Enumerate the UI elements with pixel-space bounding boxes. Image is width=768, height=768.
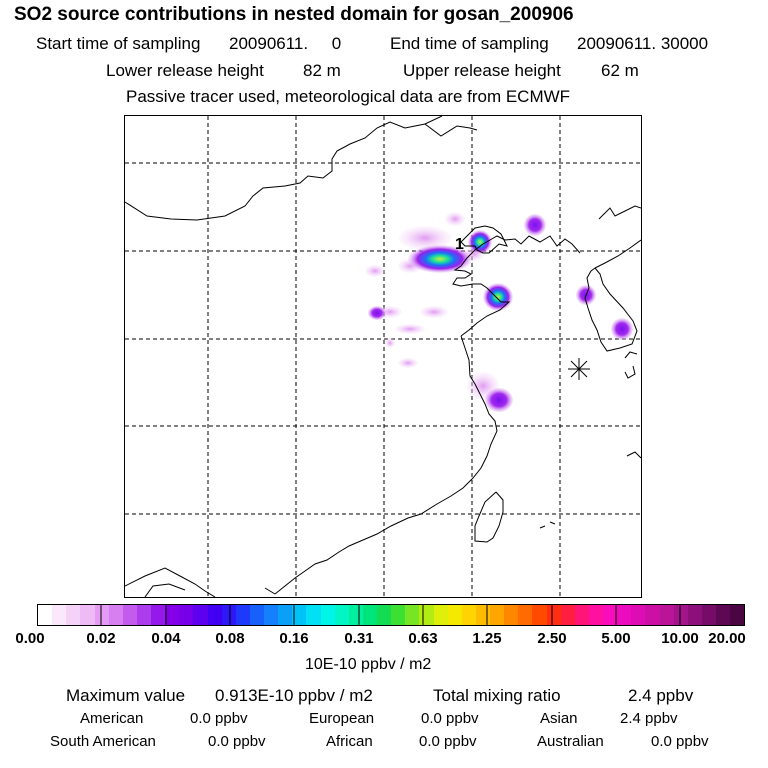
region-asian-value: 2.4 ppbv: [620, 710, 678, 727]
colorbar-swatch: [52, 605, 67, 625]
region-australian-value: 0.0 ppbv: [651, 733, 709, 750]
map-svg: 1: [125, 116, 641, 597]
colorbar-swatch: [475, 605, 490, 625]
colorbar-swatch: [193, 605, 208, 625]
region-european-name: European: [309, 710, 375, 727]
colorbar-swatch: [320, 605, 335, 625]
colorbar-swatch: [461, 605, 476, 625]
coastlines: [125, 116, 641, 597]
region-asian-name: Asian: [540, 710, 578, 727]
colorbar-tick-label: 5.00: [601, 630, 631, 647]
colorbar-swatch: [122, 605, 137, 625]
colorbar-swatch: [179, 605, 194, 625]
colorbar-swatch: [278, 605, 293, 625]
colorbar-swatch: [151, 605, 166, 625]
colorbar-swatch: [221, 605, 236, 625]
release-site-marker: 1: [455, 236, 464, 253]
colorbar-swatch: [504, 605, 519, 625]
colorbar-swatch: [94, 605, 109, 625]
lat-lon-grid: [125, 116, 641, 597]
total-mixing-value: 2.4 ppbv: [628, 686, 694, 705]
colorbar-swatch: [687, 605, 702, 625]
colorbar-swatch: [659, 605, 674, 625]
receptor-star-icon: [568, 358, 590, 380]
colorbar-swatch: [673, 605, 688, 625]
colorbar-swatch: [617, 605, 632, 625]
region-south-american-value: 0.0 ppbv: [208, 733, 266, 750]
total-mixing-label: Total mixing ratio: [433, 686, 561, 705]
colorbar-swatch: [136, 605, 151, 625]
colorbar-tick-label: 0.00: [15, 630, 45, 647]
colorbar-tick-label: 0.02: [86, 630, 116, 647]
colorbar-tick-label: 0.16: [279, 630, 309, 647]
colorbar-swatch: [730, 605, 745, 625]
colorbar: [37, 604, 745, 626]
colorbar-swatch: [532, 605, 547, 625]
region-australian-name: Australian: [537, 733, 604, 750]
colorbar-swatch: [66, 605, 81, 625]
map-plot: 1: [124, 115, 642, 598]
colorbar-swatch: [546, 605, 561, 625]
colorbar-swatch: [716, 605, 731, 625]
end-time-value: 20090611. 30000: [577, 34, 709, 53]
upper-height-value: 62 m: [601, 61, 639, 80]
colorbar-swatch: [306, 605, 321, 625]
colorbar-swatch: [292, 605, 307, 625]
colorbar-ticks: [100, 604, 681, 626]
colorbar-swatch: [405, 605, 420, 625]
colorbar-swatch: [518, 605, 533, 625]
concentration-field: [365, 212, 633, 412]
colorbar-swatch: [433, 605, 448, 625]
end-time-label: End time of sampling: [390, 34, 549, 53]
start-time-label: Start time of sampling: [36, 34, 201, 53]
colorbar-unit: 10E-10 ppbv / m2: [305, 656, 432, 673]
region-african-name: African: [326, 733, 373, 750]
colorbar-swatch: [560, 605, 575, 625]
start-time-value: 20090611. 0: [229, 34, 342, 53]
colorbar-tick-label: 0.31: [344, 630, 374, 647]
colorbar-tick-label: 0.08: [215, 630, 245, 647]
colorbar-swatch: [249, 605, 264, 625]
tracer-note: Passive tracer used, meteorological data…: [126, 87, 571, 106]
colorbar-swatch: [165, 605, 180, 625]
colorbar-swatch: [362, 605, 377, 625]
colorbar-swatch: [588, 605, 603, 625]
colorbar-swatch: [38, 605, 53, 625]
region-south-american-name: South American: [50, 733, 156, 750]
lower-height-label: Lower release height: [106, 61, 264, 80]
colorbar-swatch: [235, 605, 250, 625]
colorbar-tick-label: 0.63: [408, 630, 438, 647]
colorbar-swatch: [490, 605, 505, 625]
region-american-name: American: [80, 710, 144, 727]
colorbar-swatch: [377, 605, 392, 625]
map-title: SO2 source contributions in nested domai…: [14, 4, 574, 25]
colorbar-tick-label: 0.04: [151, 630, 181, 647]
region-african-value: 0.0 ppbv: [419, 733, 477, 750]
colorbar-swatch: [447, 605, 462, 625]
lower-height-value: 82 m: [303, 61, 341, 80]
colorbar-swatch: [603, 605, 618, 625]
colorbar-swatch: [574, 605, 589, 625]
colorbar-swatch: [701, 605, 716, 625]
colorbar-tick-label: 1.25: [472, 630, 502, 647]
region-american-value: 0.0 ppbv: [190, 710, 248, 727]
colorbar-swatch: [334, 605, 349, 625]
colorbar-swatch: [264, 605, 279, 625]
colorbar-swatch: [631, 605, 646, 625]
colorbar-swatch: [391, 605, 406, 625]
colorbar-swatch: [108, 605, 123, 625]
colorbar-swatch: [207, 605, 222, 625]
colorbar-tick-label: 20.00: [708, 630, 746, 647]
max-value-label: Maximum value: [66, 686, 186, 705]
colorbar-swatch: [80, 605, 95, 625]
max-value: 0.913E-10 ppbv / m2: [215, 686, 373, 705]
upper-height-label: Upper release height: [403, 61, 561, 80]
colorbar-tick-label: 2.50: [537, 630, 567, 647]
colorbar-swatch: [645, 605, 660, 625]
region-european-value: 0.0 ppbv: [421, 710, 479, 727]
colorbar-tick-label: 10.00: [661, 630, 699, 647]
